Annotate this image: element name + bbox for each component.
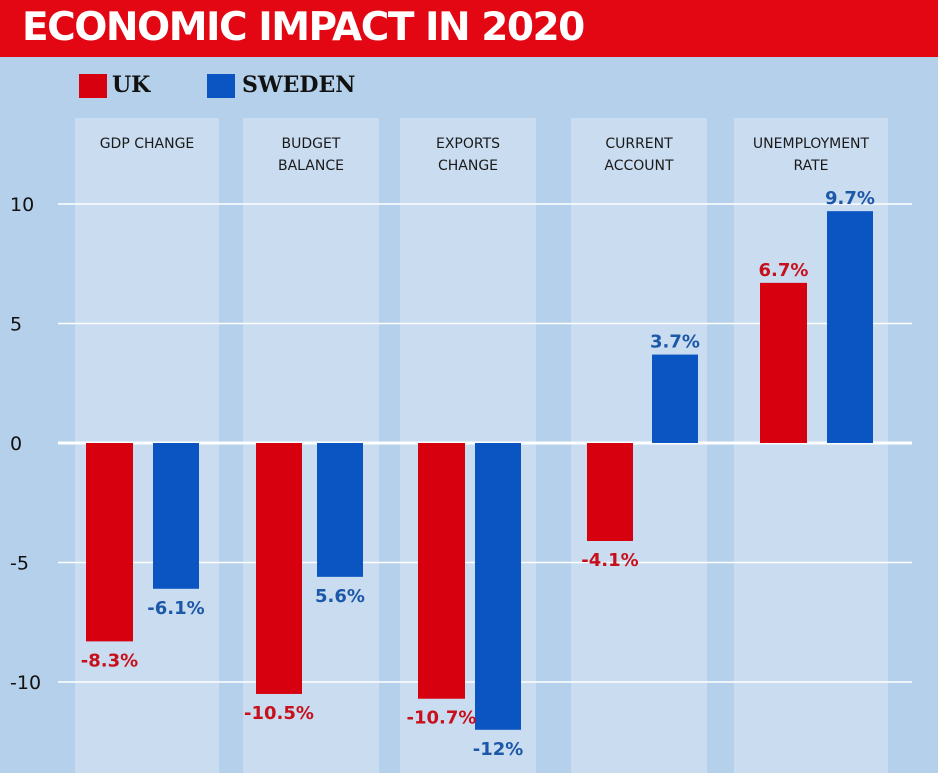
data-label-sweden: -12% (473, 739, 524, 760)
category-label: BALANCE (278, 158, 344, 174)
data-label-uk: -10.7% (407, 708, 477, 729)
category-label: CURRENT (605, 136, 673, 152)
y-tick-label: -10 (10, 672, 41, 694)
bar-sweden (827, 211, 873, 443)
legend-label-uk: UK (112, 72, 151, 98)
data-label-sweden: 9.7% (825, 188, 875, 209)
data-label-sweden: 5.6% (315, 586, 365, 607)
legend-swatch-uk (79, 74, 107, 98)
legend-label-sweden: SWEDEN (242, 72, 356, 98)
category-label: ACCOUNT (604, 158, 674, 174)
chart-title: ECONOMIC IMPACT IN 2020 (22, 5, 585, 50)
category-label: UNEMPLOYMENT (753, 136, 870, 152)
bar-sweden (652, 354, 698, 443)
bar-uk (86, 443, 133, 642)
category-label: BUDGET (282, 136, 341, 152)
data-label-sweden: -6.1% (147, 598, 204, 619)
bar-uk (418, 443, 465, 699)
legend-swatch-sweden (207, 74, 235, 98)
data-label-uk: 6.7% (759, 260, 809, 281)
title-bar: ECONOMIC IMPACT IN 2020 (0, 0, 938, 57)
y-tick-label: 5 (10, 314, 22, 336)
bar-sweden (475, 443, 521, 730)
category-label: CHANGE (438, 158, 498, 174)
y-tick-label: -5 (10, 553, 29, 575)
bar-uk (760, 282, 807, 443)
data-label-uk: -8.3% (81, 650, 138, 671)
bar-uk (256, 443, 302, 694)
category-label: GDP CHANGE (100, 136, 195, 152)
category-label: RATE (793, 158, 828, 174)
y-tick-label: 10 (10, 194, 34, 216)
bar-sweden (153, 443, 199, 589)
y-tick-label: 0 (10, 433, 22, 455)
category-label: EXPORTS (436, 136, 500, 152)
bar-uk (587, 443, 633, 541)
data-label-uk: -10.5% (244, 703, 314, 724)
data-label-sweden: 3.7% (650, 332, 700, 353)
data-label-uk: -4.1% (581, 550, 638, 571)
bar-sweden (317, 443, 363, 577)
